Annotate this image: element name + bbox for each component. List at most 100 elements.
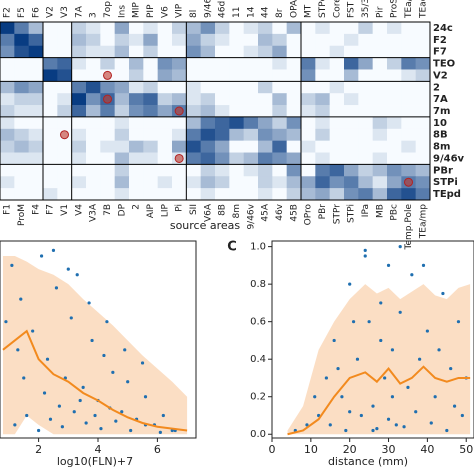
bottom-label: V4 — [74, 204, 84, 216]
heatmap-cell — [71, 116, 87, 130]
point — [37, 428, 41, 433]
heatmap-cell — [344, 69, 359, 82]
heatmap-cell — [129, 22, 144, 35]
top-label: 44 — [261, 6, 271, 18]
heatmap-cell — [286, 57, 302, 70]
heatmap-cell — [86, 93, 101, 106]
heatmap-cell — [28, 188, 44, 201]
heatmap-cell — [272, 128, 287, 141]
heatmap-cell — [415, 152, 431, 165]
heatmap-cell — [344, 22, 359, 35]
heatmap-cell — [387, 164, 402, 177]
heatmap-cell — [157, 45, 173, 58]
heatmap-cell — [114, 116, 130, 130]
heatmap-cell — [258, 81, 273, 94]
heatmap-cell — [157, 22, 173, 35]
heatmap-cell — [71, 152, 87, 165]
x-tick-label: 10 — [304, 443, 318, 456]
bottom-label: 45B — [289, 204, 299, 222]
highlight — [103, 70, 112, 80]
heatmap-cell — [215, 128, 230, 141]
heatmap-cell — [186, 164, 201, 177]
heatmap-cell — [215, 164, 230, 177]
heatmap-cell — [172, 128, 187, 141]
heatmap-cell — [129, 140, 144, 153]
heatmap-cell — [200, 128, 216, 141]
heatmap-cell — [14, 93, 29, 106]
heatmap-cell — [28, 22, 44, 35]
heatmap-cell — [387, 116, 402, 130]
heatmap-cell — [358, 176, 373, 189]
heatmap-cell — [229, 105, 244, 118]
heatmap-cell — [387, 57, 402, 70]
heatmap-cell — [172, 116, 187, 130]
point — [398, 245, 402, 249]
heatmap-cell — [14, 33, 29, 47]
heatmap-cell — [243, 69, 259, 82]
heatmap-cell — [100, 22, 115, 35]
heatmap-cell — [143, 128, 158, 141]
bottom-label: ProM — [17, 204, 27, 226]
heatmap-cell — [272, 93, 287, 106]
heatmap-cell — [243, 188, 259, 201]
point — [313, 395, 317, 399]
heatmap-cell — [258, 45, 273, 58]
heatmap-cell — [14, 22, 29, 35]
heatmap-cell — [200, 164, 216, 177]
point — [120, 410, 124, 414]
point — [418, 357, 422, 361]
top-label: PIP — [146, 4, 156, 18]
heatmap-cell — [14, 140, 29, 153]
heatmap-cell — [71, 188, 87, 201]
heatmap-cell — [86, 152, 101, 165]
heatmap-cell — [315, 164, 330, 177]
heatmap-cell — [315, 45, 330, 58]
top-label: F6 — [31, 7, 41, 18]
heatmap-cell — [258, 116, 273, 130]
heatmap-cell — [229, 128, 244, 141]
heatmap-cell — [401, 93, 416, 106]
heatmap-cell — [315, 128, 330, 141]
point — [57, 404, 61, 408]
heatmap-cell — [200, 45, 216, 58]
row-label: 7A — [433, 94, 448, 105]
highlight — [174, 106, 184, 116]
row-label: TEO — [433, 59, 455, 70]
heatmap-cell — [286, 140, 302, 153]
heatmap-cell — [215, 176, 230, 189]
heatmap-cell — [0, 45, 15, 58]
heatmap-cell — [129, 116, 144, 130]
heatmap-cell — [329, 69, 345, 82]
point — [437, 348, 441, 352]
heatmap-cell — [0, 81, 15, 94]
heatmap-cell — [243, 33, 259, 47]
heatmap-cell — [401, 22, 416, 35]
heatmap-cell — [415, 188, 431, 201]
heatmap-cell — [86, 45, 101, 58]
bottom-label: PBc — [390, 204, 400, 221]
heatmap-cell — [57, 188, 72, 201]
heatmap-cell — [358, 116, 373, 130]
heatmap-cell — [0, 57, 15, 70]
heatmap-cell — [200, 188, 216, 201]
heatmap-cell — [372, 105, 388, 118]
point — [367, 320, 371, 324]
top-label: 9/46d — [203, 0, 213, 18]
heatmap-cell — [0, 128, 15, 141]
point — [93, 413, 97, 418]
point — [84, 421, 88, 425]
heatmap-cell — [215, 57, 230, 70]
heatmap-cell — [272, 105, 287, 118]
heatmap-cell — [57, 33, 72, 47]
point — [123, 348, 127, 352]
heatmap-cell — [258, 128, 273, 141]
heatmap-cell — [415, 69, 431, 82]
heatmap-cell — [86, 33, 101, 47]
heatmap-cell — [387, 152, 402, 165]
heatmap-cell — [14, 152, 29, 165]
heatmap-cell — [200, 33, 216, 47]
heatmap-cell — [100, 176, 115, 189]
point — [449, 366, 453, 371]
heatmap-cell — [143, 33, 158, 47]
heatmap-cell — [401, 116, 416, 130]
